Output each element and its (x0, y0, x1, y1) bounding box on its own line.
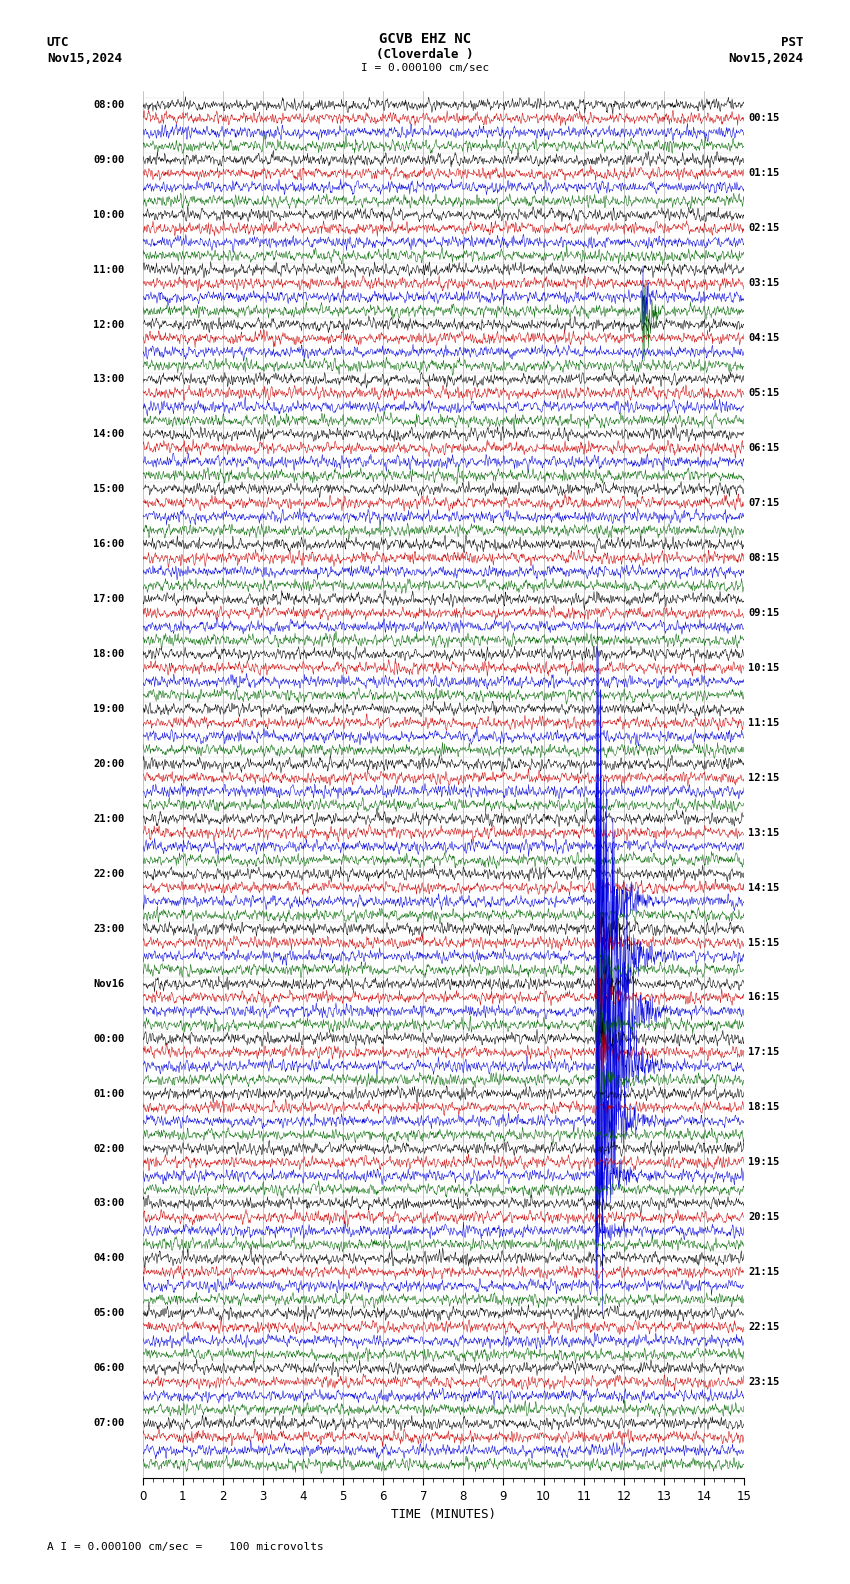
Text: PST: PST (781, 36, 803, 49)
Text: 12:15: 12:15 (748, 773, 779, 782)
Text: 09:15: 09:15 (748, 608, 779, 618)
Text: 20:15: 20:15 (748, 1212, 779, 1223)
Text: 02:15: 02:15 (748, 223, 779, 233)
Text: 03:00: 03:00 (94, 1199, 124, 1209)
Text: 16:15: 16:15 (748, 993, 779, 1003)
X-axis label: TIME (MINUTES): TIME (MINUTES) (391, 1508, 496, 1522)
Text: 01:15: 01:15 (748, 168, 779, 179)
Text: 21:15: 21:15 (748, 1267, 779, 1277)
Text: A I = 0.000100 cm/sec =    100 microvolts: A I = 0.000100 cm/sec = 100 microvolts (47, 1543, 324, 1552)
Text: 03:15: 03:15 (748, 279, 779, 288)
Text: UTC: UTC (47, 36, 69, 49)
Text: 02:00: 02:00 (94, 1144, 124, 1153)
Text: 08:15: 08:15 (748, 553, 779, 562)
Text: 13:00: 13:00 (94, 374, 124, 385)
Text: 18:00: 18:00 (94, 649, 124, 659)
Text: 22:00: 22:00 (94, 870, 124, 879)
Text: 07:00: 07:00 (94, 1418, 124, 1429)
Text: 09:00: 09:00 (94, 155, 124, 165)
Text: 06:15: 06:15 (748, 444, 779, 453)
Text: Nov16: Nov16 (94, 979, 124, 988)
Text: 20:00: 20:00 (94, 759, 124, 768)
Text: 11:00: 11:00 (94, 265, 124, 274)
Text: (Cloverdale ): (Cloverdale ) (377, 48, 473, 60)
Text: 01:00: 01:00 (94, 1088, 124, 1099)
Text: 07:15: 07:15 (748, 497, 779, 508)
Text: 08:00: 08:00 (94, 100, 124, 109)
Text: 19:00: 19:00 (94, 703, 124, 714)
Text: 10:15: 10:15 (748, 662, 779, 673)
Text: Nov15,2024: Nov15,2024 (728, 52, 803, 65)
Text: 17:15: 17:15 (748, 1047, 779, 1058)
Text: 14:15: 14:15 (748, 882, 779, 892)
Text: GCVB EHZ NC: GCVB EHZ NC (379, 32, 471, 46)
Text: 04:15: 04:15 (748, 333, 779, 344)
Text: 17:00: 17:00 (94, 594, 124, 604)
Text: 18:15: 18:15 (748, 1102, 779, 1112)
Text: Nov15,2024: Nov15,2024 (47, 52, 122, 65)
Text: 06:00: 06:00 (94, 1364, 124, 1373)
Text: I = 0.000100 cm/sec: I = 0.000100 cm/sec (361, 63, 489, 73)
Text: 19:15: 19:15 (748, 1158, 779, 1167)
Text: 15:15: 15:15 (748, 938, 779, 947)
Text: 12:00: 12:00 (94, 320, 124, 329)
Text: 16:00: 16:00 (94, 539, 124, 550)
Text: 00:00: 00:00 (94, 1034, 124, 1044)
Text: 15:00: 15:00 (94, 485, 124, 494)
Text: 11:15: 11:15 (748, 718, 779, 727)
Text: 05:00: 05:00 (94, 1308, 124, 1318)
Text: 00:15: 00:15 (748, 114, 779, 124)
Text: 21:00: 21:00 (94, 814, 124, 824)
Text: 05:15: 05:15 (748, 388, 779, 398)
Text: 23:00: 23:00 (94, 923, 124, 935)
Text: 22:15: 22:15 (748, 1323, 779, 1332)
Text: 13:15: 13:15 (748, 828, 779, 838)
Text: 10:00: 10:00 (94, 209, 124, 220)
Text: 23:15: 23:15 (748, 1376, 779, 1388)
Text: 14:00: 14:00 (94, 429, 124, 439)
Text: 04:00: 04:00 (94, 1253, 124, 1264)
